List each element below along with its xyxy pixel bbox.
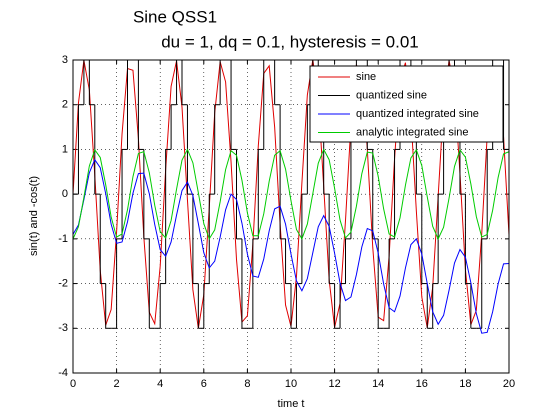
chart-title: Sine QSS1 <box>133 7 217 26</box>
x-tick-label: 10 <box>285 378 297 390</box>
legend-label: sine <box>356 71 376 83</box>
series-line <box>72 158 510 334</box>
legend-label: analytic integrated sine <box>356 126 469 138</box>
legend: sine quantized sine quantized integrated s… <box>309 65 504 143</box>
y-tick-label: -2 <box>58 277 68 289</box>
x-tick-label: 14 <box>372 378 384 390</box>
axes-box <box>72 59 510 374</box>
chart-subtitle: du = 1, dq = 0.1, hysteresis = 0.01 <box>161 32 419 51</box>
x-tick-label: 2 <box>114 378 120 390</box>
x-tick-label: 4 <box>157 378 163 390</box>
y-tick-label: 0 <box>62 188 68 200</box>
y-tick-label: 3 <box>62 54 68 66</box>
x-tick-label: 8 <box>244 378 250 390</box>
y-tick-label: -4 <box>58 367 68 379</box>
x-tick-label: 20 <box>503 378 515 390</box>
y-axis-label: sin(t) and -cos(t) <box>28 176 40 256</box>
x-tick-label: 12 <box>328 378 340 390</box>
x-tick-label: 0 <box>70 378 76 390</box>
legend-label: quantized integrated sine <box>356 108 479 120</box>
x-tick-label: 6 <box>201 378 207 390</box>
legend-label: quantized sine <box>356 89 427 101</box>
y-tick-label: -3 <box>58 322 68 334</box>
x-axis-label: time t <box>278 398 305 410</box>
series-line <box>72 148 510 241</box>
x-tick-label: 18 <box>459 378 471 390</box>
y-tick-label: 2 <box>62 99 68 111</box>
legend-box <box>309 65 504 143</box>
x-tick-label: 16 <box>416 378 428 390</box>
y-tick-label: -1 <box>58 233 68 245</box>
y-tick-label: 1 <box>62 143 68 155</box>
